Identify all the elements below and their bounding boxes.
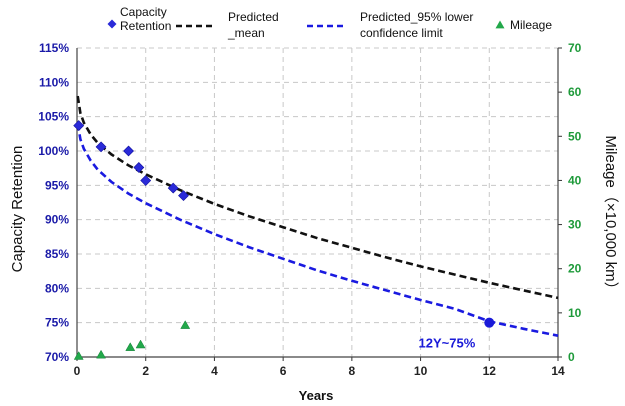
axes: 70% 75% 80% 85% 90% 95% 100% 105% 110% 115% 0 2 4 6 8 1…	[38, 41, 581, 378]
y-axis-title: Capacity Retention	[9, 146, 26, 273]
y-tick-label: 80%	[45, 281, 69, 295]
y-tick-label: 90%	[45, 213, 69, 227]
annotation-label: 12Y~75%	[419, 336, 476, 351]
capacity-retention-point	[178, 190, 189, 202]
y2-tick-label: 30	[568, 218, 582, 232]
y-tick-label: 115%	[39, 41, 69, 55]
x-tick-label: 2	[142, 364, 149, 378]
capacity-retention-point	[95, 141, 107, 153]
y2-tick-label: 50	[568, 129, 582, 143]
legend-label: Retention	[120, 19, 171, 33]
legend-diamond-icon	[107, 19, 117, 29]
mileage-point	[180, 320, 191, 329]
y-tick-label: 100%	[38, 144, 69, 158]
grid-lines	[77, 47, 558, 357]
capacity-retention-point	[167, 182, 179, 194]
x-tick-label: 8	[349, 364, 356, 378]
legend-label: Predicted_95% lower	[360, 10, 473, 24]
series: 12Y~75%	[73, 95, 559, 360]
legend-label: Mileage	[510, 18, 552, 32]
legend-triangle-icon	[495, 20, 505, 29]
x-tick-label: 6	[280, 364, 287, 378]
legend-label: Predicted	[228, 10, 279, 24]
y2-tick-label: 60	[568, 85, 582, 99]
y-tick-label: 75%	[45, 316, 69, 330]
x-tick-label: 10	[414, 364, 428, 378]
x-tick-label: 12	[483, 364, 497, 378]
legend-label: confidence limit	[360, 26, 443, 40]
mileage-point	[125, 342, 136, 351]
legend-label: _mean	[227, 26, 265, 40]
mileage-point	[135, 339, 146, 349]
x-tick-label: 14	[551, 364, 565, 378]
annotation-marker	[484, 317, 495, 328]
x-tick-label: 0	[74, 364, 81, 378]
y-tick-label: 105%	[38, 110, 69, 124]
y2-tick-label: 70	[568, 41, 582, 55]
legend-label: Capacity	[120, 5, 167, 19]
capacity-retention-point	[123, 145, 134, 157]
x-axis-title: Years	[299, 388, 334, 403]
predicted-lower-limit-line	[76, 123, 559, 337]
mileage-point	[73, 351, 84, 360]
y2-tick-label: 20	[568, 262, 582, 276]
y2-axis-title: Mileage（×10,000 km）	[602, 135, 619, 296]
mileage-point	[96, 349, 106, 359]
x-tick-label: 4	[211, 364, 218, 378]
capacity-retention-point	[73, 120, 85, 132]
predicted-mean-line	[76, 95, 559, 300]
y-tick-label: 85%	[45, 247, 69, 261]
y-tick-label: 95%	[45, 178, 69, 192]
capacity-retention-point	[133, 162, 145, 173]
y-tick-label: 110%	[39, 75, 69, 89]
y2-tick-label: 40	[568, 173, 582, 187]
y2-tick-label: 0	[568, 350, 575, 364]
y2-tick-label: 10	[568, 306, 582, 320]
y-tick-label: 70%	[45, 350, 69, 364]
capacity-retention-point	[140, 175, 152, 186]
